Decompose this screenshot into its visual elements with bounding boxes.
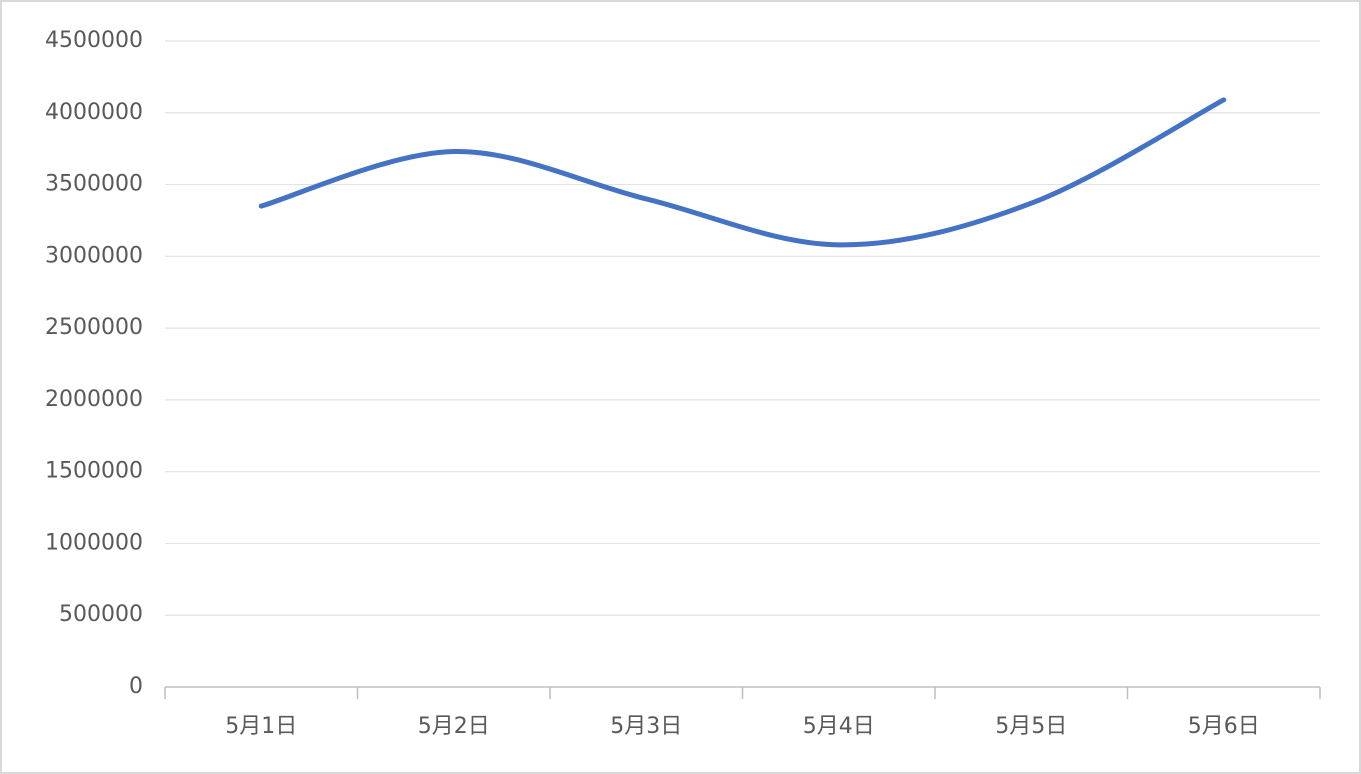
y-tick-label: 500000 [59, 602, 143, 627]
y-tick-label: 1500000 [45, 459, 143, 484]
x-tick-label: 5月2日 [418, 714, 490, 739]
x-tick-label: 5月3日 [610, 714, 682, 739]
y-tick-label: 3500000 [45, 172, 143, 197]
x-tick-label: 5月6日 [1188, 714, 1260, 739]
x-tick-label: 5月4日 [803, 714, 875, 739]
line-series [258, 97, 1227, 248]
x-tick-label: 5月5日 [995, 714, 1067, 739]
y-tick-label: 1000000 [45, 530, 143, 555]
y-tick-label: 0 [129, 674, 143, 699]
y-tick-label: 2000000 [45, 387, 143, 412]
y-tick-label: 4500000 [45, 28, 143, 53]
x-tick-label: 5月1日 [225, 714, 297, 739]
y-tick-label: 3000000 [45, 243, 143, 268]
y-tick-label: 4000000 [45, 100, 143, 125]
y-tick-label: 2500000 [45, 315, 143, 340]
